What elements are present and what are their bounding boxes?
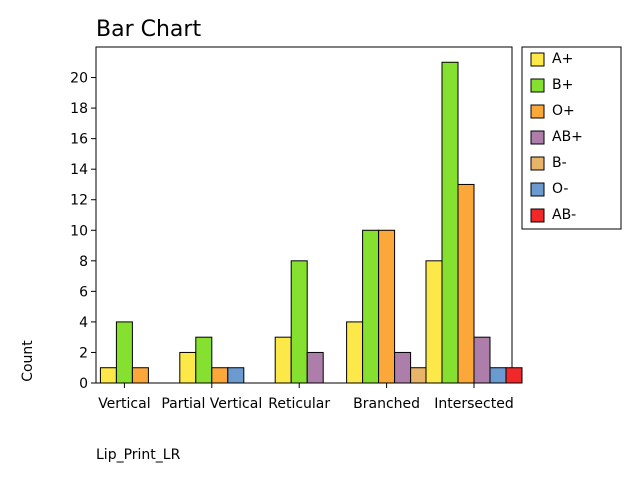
- y-tick-label: 20: [70, 71, 88, 87]
- bar-apos: [179, 351, 197, 384]
- legend-label: A+: [552, 51, 573, 67]
- legend-label: B-: [552, 155, 567, 171]
- bar-apos: [99, 367, 117, 384]
- x-axis-label: Lip_Print_LR: [96, 447, 181, 463]
- y-tick-label: 14: [70, 162, 88, 178]
- bar-apos: [274, 336, 292, 384]
- legend-label: O+: [552, 103, 575, 119]
- bar-opos: [131, 367, 149, 384]
- y-tick-label: 0: [79, 376, 88, 392]
- bar-bpos: [195, 336, 213, 384]
- y-tick-label: 2: [79, 345, 88, 361]
- x-tick-label: Vertical: [98, 396, 150, 412]
- bar-abneg: [505, 367, 523, 384]
- legend-swatch: [530, 156, 545, 171]
- legend-label: AB+: [552, 129, 583, 145]
- x-axis: Vertical Partial Vertical Reticular Branche…: [98, 383, 514, 412]
- bar-abpos: [394, 351, 412, 384]
- y-tick-label: 18: [70, 101, 88, 117]
- y-tick-label: 8: [79, 254, 88, 270]
- legend-swatch: [530, 130, 545, 145]
- bar-oneg: [489, 367, 507, 384]
- bars-layer: [99, 61, 523, 384]
- legend-swatch: [530, 78, 545, 93]
- bar-opos: [457, 183, 475, 384]
- legend-swatch: [530, 208, 545, 223]
- y-tick-label: 6: [79, 284, 88, 300]
- bar-oneg: [227, 367, 245, 384]
- bar-opos: [378, 229, 396, 384]
- y-tick-label: 4: [79, 315, 88, 331]
- x-tick-label: Reticular: [268, 396, 330, 412]
- legend-label: O-: [552, 181, 568, 197]
- bar-abpos: [306, 351, 324, 384]
- legend-label: AB-: [552, 207, 576, 223]
- legend-swatch: [530, 52, 545, 67]
- y-tick-label: 12: [70, 193, 88, 209]
- legend: A+ B+ O+ AB+ B- O- AB-: [521, 46, 622, 230]
- bar-apos: [425, 260, 443, 384]
- bar-bpos: [290, 260, 308, 384]
- chart-title: Bar Chart: [96, 17, 202, 42]
- y-tick-label: 10: [70, 223, 88, 239]
- legend-swatch: [530, 104, 545, 119]
- bar-bpos: [115, 321, 133, 384]
- x-tick-label: Partial Vertical: [161, 396, 262, 412]
- y-axis: 0 2 4 6 8 10 12 14 16 18 20: [70, 71, 96, 392]
- bar-bpos: [441, 61, 459, 384]
- x-tick-label: Intersected: [434, 396, 513, 412]
- legend-swatch: [530, 182, 545, 197]
- x-tick-label: Branched: [353, 396, 420, 412]
- bar-opos: [211, 367, 229, 384]
- y-tick-label: 16: [70, 132, 88, 148]
- bar-bneg: [410, 367, 428, 384]
- bar-bpos: [362, 229, 380, 384]
- bar-apos: [346, 321, 364, 384]
- legend-label: B+: [552, 77, 573, 93]
- bar-abpos: [473, 336, 491, 384]
